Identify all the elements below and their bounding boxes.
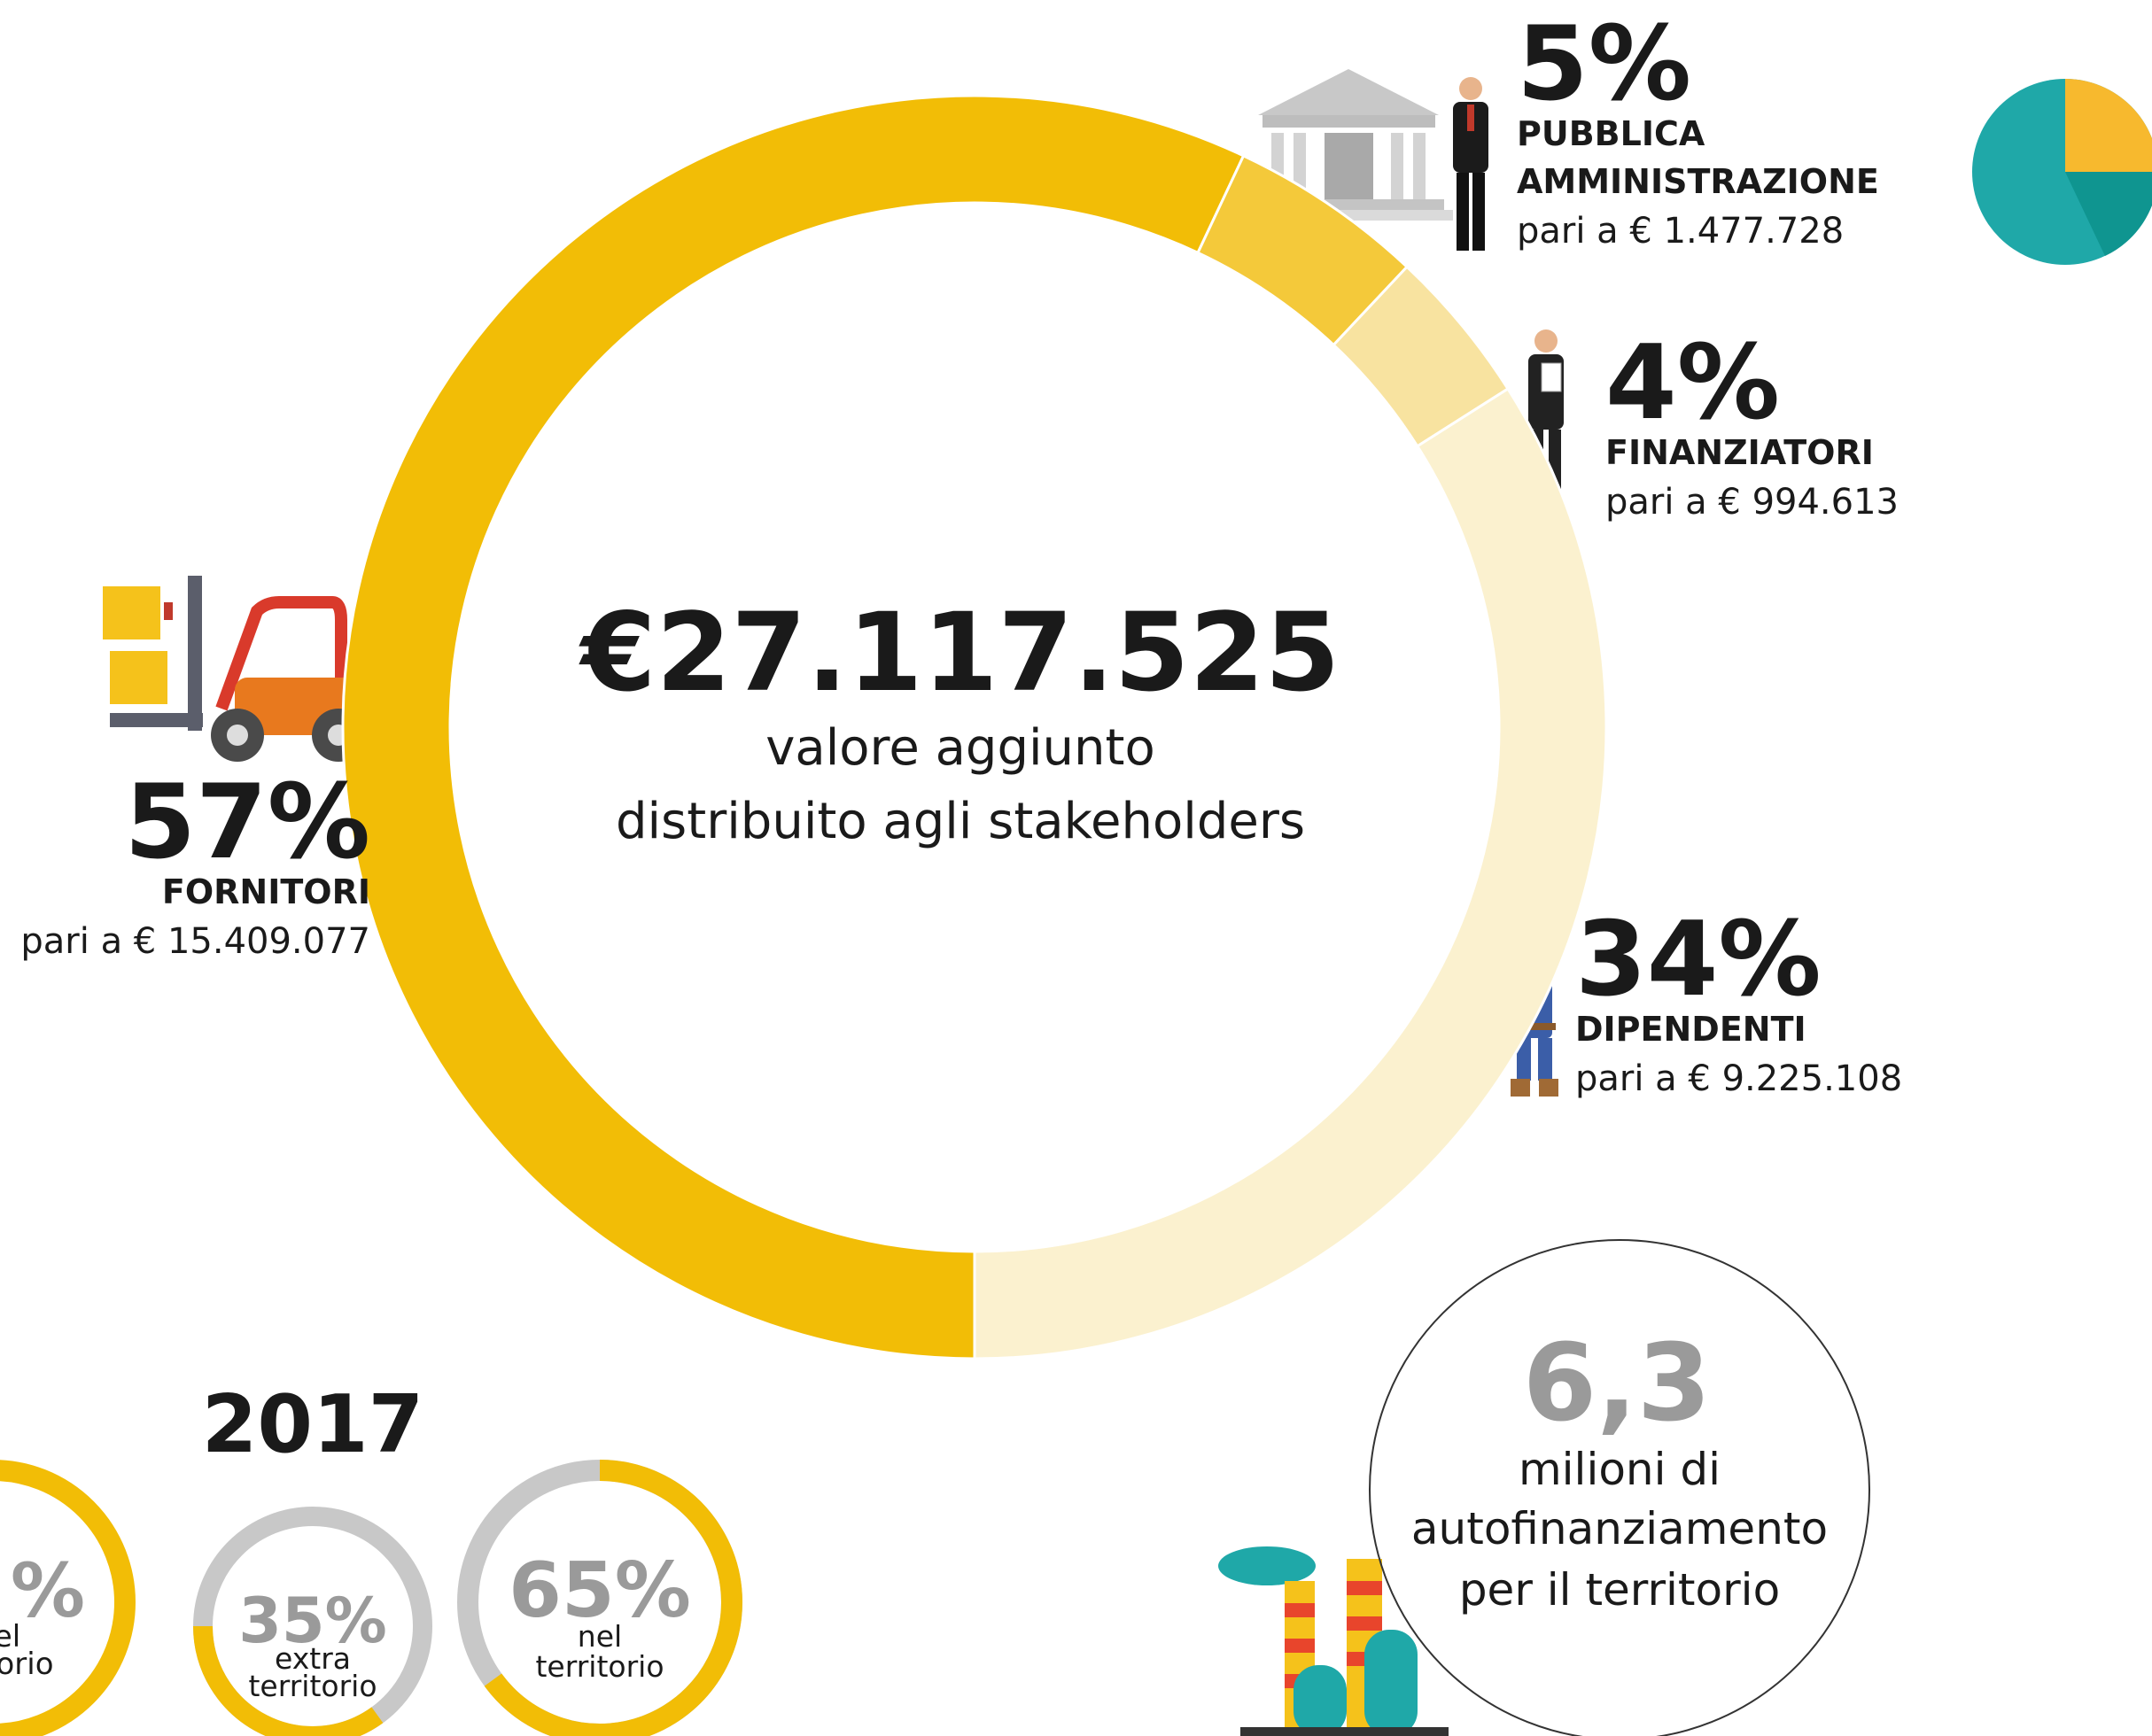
- decor-pie: [1972, 79, 2152, 265]
- value-label: 4%: [1605, 323, 1780, 443]
- infographic: €27.117.525 valore aggiunto distribuito …: [0, 0, 2152, 1736]
- ring-line: territorio: [248, 1669, 377, 1703]
- donut-segment: [975, 389, 1606, 1359]
- center-line: distribuito agli stakeholders: [616, 793, 1305, 850]
- value-label: 5%: [1517, 4, 1691, 124]
- category-label: PUBBLICA: [1517, 114, 1705, 153]
- ring-line: territorio: [535, 1649, 664, 1684]
- financing-line: milioni di: [1519, 1444, 1721, 1495]
- cropped-text: %: [11, 1547, 85, 1634]
- forklift-icon: [103, 576, 377, 762]
- amount-label: pari a € 1.477.728: [1517, 211, 1844, 252]
- cropped-text: orio: [0, 1647, 54, 1682]
- total: €27.117.525: [579, 590, 1340, 716]
- category-label: AMMINISTRAZIONE: [1517, 162, 1879, 201]
- value-label: 57%: [124, 763, 370, 882]
- amount-label: pari a € 15.409.077: [20, 921, 370, 962]
- factory-icon: [1218, 1546, 1449, 1736]
- financing-line: autofinanziamento: [1411, 1503, 1828, 1554]
- financing-line: per il territorio: [1459, 1564, 1780, 1616]
- amount-label: pari a € 9.225.108: [1575, 1058, 1902, 1099]
- financing-value: 6,3: [1523, 1322, 1712, 1445]
- category-label: FINANZIATORI: [1605, 433, 1874, 472]
- category-label: FORNITORI: [162, 872, 370, 911]
- center-line: valore aggiunto: [765, 719, 1155, 777]
- amount-label: pari a € 994.613: [1605, 482, 1899, 523]
- category-label: DIPENDENTI: [1575, 1010, 1806, 1049]
- man-icon: [1453, 77, 1488, 251]
- value-label: 34%: [1575, 900, 1822, 1019]
- year-title: 2017: [202, 1378, 424, 1471]
